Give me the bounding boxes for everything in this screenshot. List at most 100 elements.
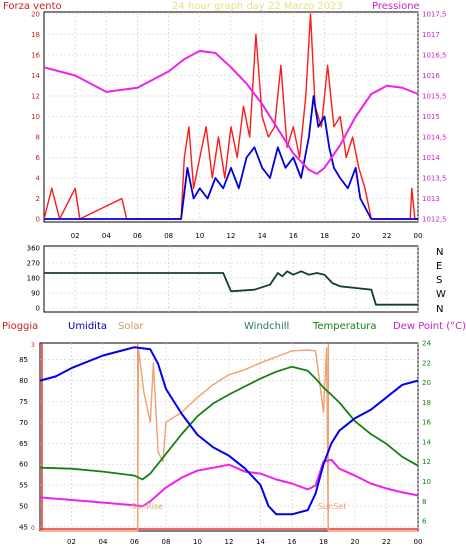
top-right-tick: 1017 xyxy=(422,31,440,39)
top-left-tick: 16 xyxy=(31,52,40,60)
top-x-tick: 18 xyxy=(320,232,329,240)
solar-line xyxy=(40,347,418,532)
bot-right-tick: 24 xyxy=(422,340,431,348)
bot-right-tick: 18 xyxy=(422,399,431,407)
bot-left-tick: 85 xyxy=(19,356,28,364)
top-x-tick: 22 xyxy=(382,232,391,240)
bot-left-tick: 80 xyxy=(19,377,28,385)
top-x-tick: 12 xyxy=(227,232,236,240)
bot-left-tick: 55 xyxy=(19,482,28,490)
top-left-tick: 12 xyxy=(31,93,40,101)
top-left-tick: 14 xyxy=(31,72,40,80)
bot-left-tick: 45 xyxy=(19,523,28,531)
top-x-tick: 04 xyxy=(102,232,111,240)
top-left-tick: 18 xyxy=(31,31,40,39)
top-x-tick: 10 xyxy=(195,232,204,240)
top-right-tick: 1017,5 xyxy=(422,11,447,19)
bot-left-tick: 75 xyxy=(19,398,28,406)
bot-x-tick: 04 xyxy=(99,538,108,546)
bottom-chart-series xyxy=(39,343,419,532)
bot-x-tick: 22 xyxy=(382,538,391,546)
temperature-line xyxy=(39,365,419,481)
humidity-line xyxy=(39,346,419,516)
dewpoint-title: Dew Point (°C) xyxy=(393,321,466,332)
top-x-tick: 16 xyxy=(289,232,298,240)
bot-right-tick: 12 xyxy=(422,458,431,466)
top-left-tick: 4 xyxy=(36,175,41,183)
mid-left-tick: 0 xyxy=(36,305,40,313)
top-left-tick: 10 xyxy=(31,113,40,121)
bot-right-tick: 6 xyxy=(422,518,427,526)
top-right-tick: 1013,5 xyxy=(422,175,447,183)
windchill-title: Windchill xyxy=(244,321,290,332)
top-x-tick: 20 xyxy=(351,232,360,240)
temperature-title: Temperatura xyxy=(313,321,377,332)
top-x-tick: 02 xyxy=(71,232,80,240)
bot-x-tick: 02 xyxy=(67,538,76,546)
mid-right-compass: N xyxy=(436,247,443,258)
top-left-tick: 8 xyxy=(36,134,40,142)
top-right-tick: 1016 xyxy=(422,72,440,80)
top-x-tick: 08 xyxy=(164,232,173,240)
pressure-line xyxy=(43,49,419,175)
mid-right-compass: E xyxy=(436,261,442,272)
top-chart-series xyxy=(43,13,419,220)
bot-right-tick: 10 xyxy=(422,478,431,486)
bot-right-tick: 22 xyxy=(422,359,431,367)
bot-x-tick: 14 xyxy=(256,538,265,546)
mid-right-compass: W xyxy=(436,289,446,300)
top-right-tick: 1015,5 xyxy=(422,93,447,101)
top-right-tick: 1013 xyxy=(422,195,440,203)
bot-x-tick: 08 xyxy=(162,538,171,546)
graph-day-title: 24 hour graph day 22 Marzo 2023 xyxy=(172,1,343,12)
wind-average-line xyxy=(44,95,418,220)
bot-x-tick: 12 xyxy=(225,538,234,546)
mid-right-compass: N xyxy=(436,304,443,315)
sunrise-label: SunRise xyxy=(131,502,163,511)
bot-left-tick: 50 xyxy=(19,502,28,510)
top-x-tick: 14 xyxy=(258,232,267,240)
top-x-tick: 00 xyxy=(414,232,423,240)
top-right-tick: 1015 xyxy=(422,113,440,121)
wind-direction-line xyxy=(44,270,418,306)
bot-x-tick: 16 xyxy=(288,538,297,546)
bot-right-tick: 20 xyxy=(422,379,431,387)
sunset-label: SunSet xyxy=(318,502,346,511)
dewpoint-line xyxy=(39,458,419,508)
top-right-tick: 1014 xyxy=(422,154,440,162)
top-left-tick: 20 xyxy=(31,11,40,19)
rain-top-tick: 3 xyxy=(31,342,35,349)
bot-x-tick: 06 xyxy=(130,538,139,546)
humidity-title: Umidita xyxy=(68,321,108,332)
bot-right-tick: 8 xyxy=(422,498,426,506)
bot-right-tick: 16 xyxy=(422,419,431,427)
bot-x-tick: 00 xyxy=(414,538,423,546)
mid-right-compass: S xyxy=(436,275,442,286)
top-left-tick: 2 xyxy=(36,195,40,203)
mid-left-tick: 270 xyxy=(27,260,40,268)
bot-left-tick: 65 xyxy=(19,440,28,448)
bot-right-tick: 14 xyxy=(422,438,431,446)
wind-force-title: Forza vento xyxy=(3,1,62,12)
bot-x-tick: 10 xyxy=(193,538,202,546)
top-right-tick: 1016,5 xyxy=(422,52,447,60)
solar-title: Solar xyxy=(118,321,144,332)
top-chart-grid xyxy=(44,12,419,222)
middle-chart-series xyxy=(44,270,418,306)
middle-chart-grid xyxy=(44,246,419,312)
top-right-tick: 1012,5 xyxy=(422,216,447,224)
axis-tick-labels: 024681012141618201012,510131013,51014101… xyxy=(19,11,446,547)
bot-left-tick: 70 xyxy=(19,419,28,427)
mid-left-tick: 360 xyxy=(27,245,40,253)
top-left-tick: 0 xyxy=(36,216,40,224)
top-left-tick: 6 xyxy=(36,154,41,162)
rain-title: Pioggia xyxy=(2,321,39,332)
top-right-tick: 1014,5 xyxy=(422,134,447,142)
mid-left-tick: 180 xyxy=(27,275,40,283)
rain-bottom-tick: 0 xyxy=(31,525,35,532)
pressure-title: Pressione xyxy=(372,1,420,12)
bot-x-tick: 20 xyxy=(351,538,360,546)
mid-left-tick: 90 xyxy=(31,290,40,298)
